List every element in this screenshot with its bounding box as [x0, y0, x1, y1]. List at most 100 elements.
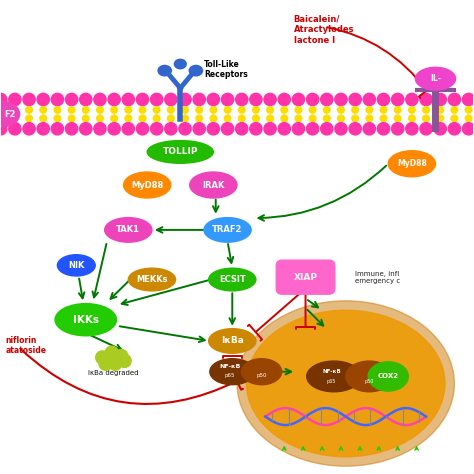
Circle shape: [54, 115, 61, 122]
Text: Toll-Like
Receptors: Toll-Like Receptors: [204, 60, 248, 79]
Circle shape: [236, 93, 248, 106]
Text: IL-: IL-: [430, 74, 441, 83]
Circle shape: [238, 107, 245, 113]
Circle shape: [94, 123, 106, 135]
Circle shape: [154, 115, 160, 122]
Circle shape: [96, 351, 109, 364]
Circle shape: [394, 115, 401, 122]
Circle shape: [11, 115, 18, 122]
Circle shape: [264, 123, 276, 135]
Text: TRAF2: TRAF2: [212, 226, 243, 235]
Circle shape: [40, 115, 46, 122]
Circle shape: [236, 123, 248, 135]
Circle shape: [164, 123, 177, 135]
Text: IκBa degraded: IκBa degraded: [88, 370, 138, 375]
Circle shape: [26, 107, 32, 113]
Circle shape: [80, 93, 92, 106]
Circle shape: [337, 115, 344, 122]
Circle shape: [210, 107, 217, 113]
Circle shape: [451, 107, 458, 113]
Circle shape: [394, 107, 401, 113]
Circle shape: [9, 93, 21, 106]
Circle shape: [97, 107, 103, 113]
Ellipse shape: [189, 65, 202, 76]
Circle shape: [423, 115, 429, 122]
Circle shape: [392, 123, 404, 135]
Circle shape: [182, 115, 188, 122]
Circle shape: [65, 123, 78, 135]
Circle shape: [224, 107, 231, 113]
Circle shape: [111, 115, 118, 122]
Text: p65: p65: [225, 373, 235, 378]
Ellipse shape: [415, 67, 456, 90]
Ellipse shape: [124, 172, 171, 198]
Circle shape: [221, 123, 234, 135]
Ellipse shape: [55, 304, 117, 336]
Text: IRAK: IRAK: [202, 181, 225, 190]
Circle shape: [349, 123, 361, 135]
Circle shape: [210, 115, 217, 122]
Circle shape: [406, 93, 418, 106]
Text: MEKKs: MEKKs: [136, 275, 168, 284]
Circle shape: [250, 93, 262, 106]
Ellipse shape: [368, 362, 408, 391]
Ellipse shape: [241, 359, 282, 385]
Circle shape: [115, 349, 128, 363]
Circle shape: [193, 123, 205, 135]
FancyBboxPatch shape: [276, 260, 335, 294]
Circle shape: [68, 115, 75, 122]
Circle shape: [108, 123, 120, 135]
Circle shape: [434, 123, 447, 135]
Circle shape: [125, 115, 132, 122]
Circle shape: [82, 107, 89, 113]
Text: TAK1: TAK1: [116, 226, 140, 235]
Circle shape: [54, 107, 61, 113]
Ellipse shape: [204, 218, 251, 242]
Circle shape: [182, 107, 188, 113]
Ellipse shape: [388, 151, 436, 177]
Circle shape: [23, 93, 35, 106]
Ellipse shape: [210, 359, 255, 385]
Ellipse shape: [307, 361, 361, 392]
Circle shape: [352, 107, 358, 113]
Circle shape: [250, 123, 262, 135]
Ellipse shape: [0, 101, 19, 127]
Circle shape: [448, 93, 461, 106]
Ellipse shape: [158, 65, 171, 76]
Circle shape: [23, 123, 35, 135]
Circle shape: [451, 115, 458, 122]
Circle shape: [207, 123, 219, 135]
Text: MyD88: MyD88: [397, 159, 427, 168]
Circle shape: [51, 123, 64, 135]
Circle shape: [310, 107, 316, 113]
Circle shape: [179, 93, 191, 106]
Text: p50: p50: [256, 373, 267, 378]
Text: p65: p65: [327, 379, 336, 383]
Circle shape: [366, 115, 373, 122]
Circle shape: [0, 123, 7, 135]
Circle shape: [463, 93, 474, 106]
Circle shape: [238, 115, 245, 122]
Circle shape: [151, 123, 163, 135]
Circle shape: [118, 354, 131, 367]
Circle shape: [264, 93, 276, 106]
Circle shape: [307, 123, 319, 135]
Circle shape: [40, 107, 46, 113]
Circle shape: [434, 93, 447, 106]
Circle shape: [82, 115, 89, 122]
Text: TOLLIP: TOLLIP: [163, 147, 198, 156]
Circle shape: [420, 123, 432, 135]
Circle shape: [224, 115, 231, 122]
Circle shape: [281, 115, 288, 122]
Circle shape: [463, 123, 474, 135]
Circle shape: [292, 123, 305, 135]
Circle shape: [37, 93, 49, 106]
Circle shape: [320, 93, 333, 106]
Circle shape: [295, 115, 302, 122]
Circle shape: [94, 93, 106, 106]
Text: p50: p50: [365, 379, 374, 383]
Circle shape: [0, 115, 4, 122]
Circle shape: [267, 115, 273, 122]
Circle shape: [465, 107, 472, 113]
Circle shape: [105, 346, 118, 359]
